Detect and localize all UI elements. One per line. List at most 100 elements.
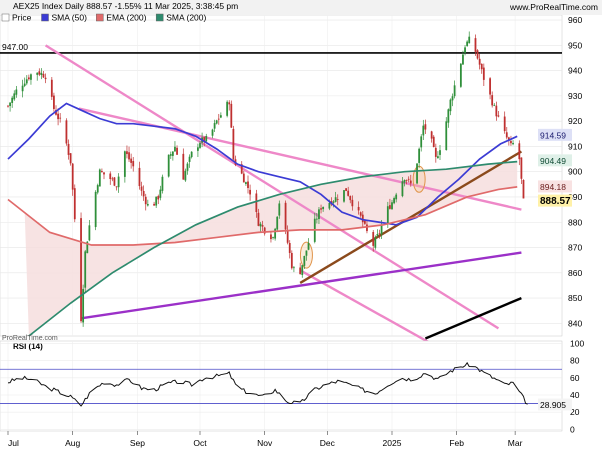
rsi-tag-bg <box>538 398 572 411</box>
candle-body <box>247 181 249 189</box>
candle-body <box>386 206 389 225</box>
candle-body <box>155 196 158 206</box>
candle-body <box>336 199 339 200</box>
legend-label: EMA (200) <box>106 13 146 23</box>
candle-body <box>44 77 47 80</box>
candle-body <box>80 218 82 322</box>
candle-body <box>505 132 508 138</box>
price-tick-label: 870 <box>568 243 582 253</box>
candle-body <box>434 147 437 157</box>
time-tick-label: Dec <box>320 438 336 448</box>
time-tick-label: Aug <box>65 438 80 448</box>
candle-body <box>109 173 112 180</box>
moving-averages <box>7 102 518 337</box>
candle-body <box>288 243 291 253</box>
candle-body <box>40 72 43 75</box>
candle-body <box>361 214 364 223</box>
candle-body <box>366 224 368 232</box>
candle-body <box>7 105 9 107</box>
candle-body <box>186 163 189 171</box>
candle-body <box>445 121 448 151</box>
candle-body <box>113 177 116 186</box>
rsi-panel: RSI (14) 0 20 40 60 80 100 28.905 <box>0 339 584 434</box>
value-tag: 888.57 <box>540 196 571 207</box>
candle-body <box>261 225 264 227</box>
ma-line <box>28 160 518 337</box>
candle-body <box>409 180 412 184</box>
candle-body <box>395 194 398 200</box>
candle-body <box>15 89 18 95</box>
price-tick-label: 850 <box>568 293 582 303</box>
rsi-series <box>7 361 528 407</box>
trendline <box>80 251 522 320</box>
price-tick-label: 930 <box>568 91 582 101</box>
rsi-grid <box>0 341 562 431</box>
legend-swatch <box>155 13 164 22</box>
candle-body <box>293 267 295 269</box>
candle-body <box>480 63 483 70</box>
candle-body <box>322 207 325 210</box>
candle-body <box>301 265 304 275</box>
candle-body <box>476 50 479 59</box>
candle-body <box>42 73 45 78</box>
candle-body <box>65 120 68 144</box>
candle-body <box>217 118 220 120</box>
candle-body <box>430 131 433 139</box>
candle-body <box>197 147 199 151</box>
candle-body <box>263 227 266 234</box>
rsi-tick-label: 80 <box>570 356 580 366</box>
candle-body <box>157 196 160 200</box>
candle-body <box>226 101 229 116</box>
candle-body <box>518 143 521 160</box>
chart-title: AEX25 Index Daily 888.57 -1.55% 11 Mar 2… <box>13 1 238 11</box>
candle-body <box>512 142 514 145</box>
candle-body <box>128 152 130 160</box>
candle-body <box>432 136 435 148</box>
candle-body <box>153 203 155 206</box>
candle-body <box>422 125 425 136</box>
candle-body <box>376 234 379 236</box>
candle-body <box>101 171 103 173</box>
candle-body <box>159 189 162 198</box>
candle-body <box>57 113 59 120</box>
candle-body <box>405 179 408 181</box>
candle-body <box>123 151 126 177</box>
header: AEX25 Index Daily 888.57 -1.55% 11 Mar 2… <box>0 0 602 15</box>
candle-body <box>278 203 281 216</box>
candle-body <box>478 58 481 65</box>
candle-body <box>462 54 464 65</box>
candle-body <box>245 182 247 184</box>
candle-body <box>349 195 352 201</box>
candle-body <box>393 198 395 204</box>
candle-body <box>23 83 26 86</box>
value-tag-bg <box>538 128 572 141</box>
value-tag: 894.18 <box>540 182 566 192</box>
legend-swatch <box>41 13 49 22</box>
ma-line <box>7 186 518 246</box>
price-tick-label: 910 <box>568 141 582 151</box>
candle-body <box>374 237 377 248</box>
candle-body <box>380 225 383 235</box>
candle-body <box>184 170 187 181</box>
rsi-tick-label: 100 <box>570 339 584 349</box>
legend-label: SMA (50) <box>52 13 88 23</box>
candle-body <box>36 72 39 75</box>
candle-body <box>182 153 185 180</box>
candle-body <box>503 116 506 132</box>
candle-body <box>391 202 393 210</box>
candle-body <box>299 267 302 275</box>
price-tick-label: 890 <box>568 192 582 202</box>
candle-body <box>140 186 143 191</box>
candle-body <box>215 120 218 124</box>
candle-body <box>199 143 201 148</box>
candle-body <box>401 181 404 197</box>
candle-body <box>96 185 99 193</box>
candle-body <box>94 191 97 228</box>
candle-body <box>359 212 362 216</box>
candle-body <box>510 141 512 144</box>
rsi-title: RSI (14) <box>13 342 43 351</box>
candle-body <box>257 212 260 226</box>
rsi-tick-label: 0 <box>570 424 575 434</box>
candle-body <box>345 188 347 191</box>
candle-body <box>424 124 427 130</box>
